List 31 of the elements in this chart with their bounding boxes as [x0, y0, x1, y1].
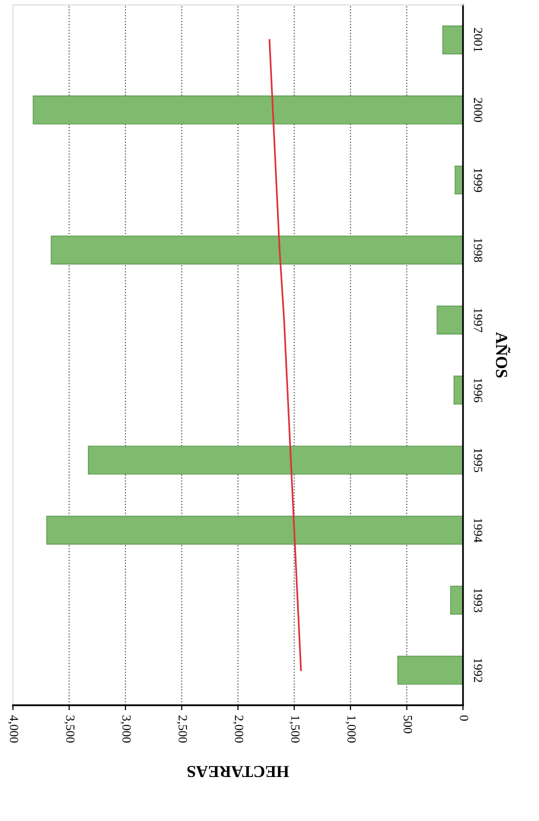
y-tick-label: 1992 — [474, 658, 482, 682]
bar — [32, 96, 463, 124]
y-tick-label: 2000 — [474, 98, 482, 122]
y-tick-label: 1999 — [474, 168, 482, 192]
x-tick-label: 2,500 — [176, 716, 188, 743]
bar — [436, 306, 463, 334]
y-tick-label: 1995 — [474, 448, 482, 472]
y-tick-label: 1996 — [474, 378, 482, 402]
bar — [442, 26, 463, 54]
x-tick-label: 4,000 — [8, 715, 18, 743]
x-axis-title: HECTAREAS — [187, 766, 289, 778]
y-axis-title: AÑOS — [496, 332, 510, 378]
x-tick-label: 3,000 — [120, 716, 131, 743]
bar — [454, 166, 463, 194]
bar — [50, 236, 463, 264]
y-tick-label: 1997 — [474, 308, 482, 332]
bar — [46, 516, 463, 545]
bar — [397, 656, 463, 685]
y-tick-label: 2001 — [474, 28, 482, 52]
y-tick-label: 1994 — [474, 518, 482, 542]
x-tick-label: 500 — [404, 716, 412, 734]
y-tick-label: 1998 — [474, 238, 482, 262]
y-tick-label: 1993 — [474, 588, 482, 612]
x-tick-label: 2,000 — [233, 716, 244, 743]
x-tick-label: 3,500 — [64, 716, 74, 743]
bar — [88, 446, 463, 475]
x-tick-label: 0 — [460, 715, 468, 721]
bar — [454, 376, 463, 405]
x-tick-label: 1,500 — [289, 716, 300, 743]
bar — [450, 586, 463, 615]
x-tick-label: 1,000 — [346, 716, 356, 743]
